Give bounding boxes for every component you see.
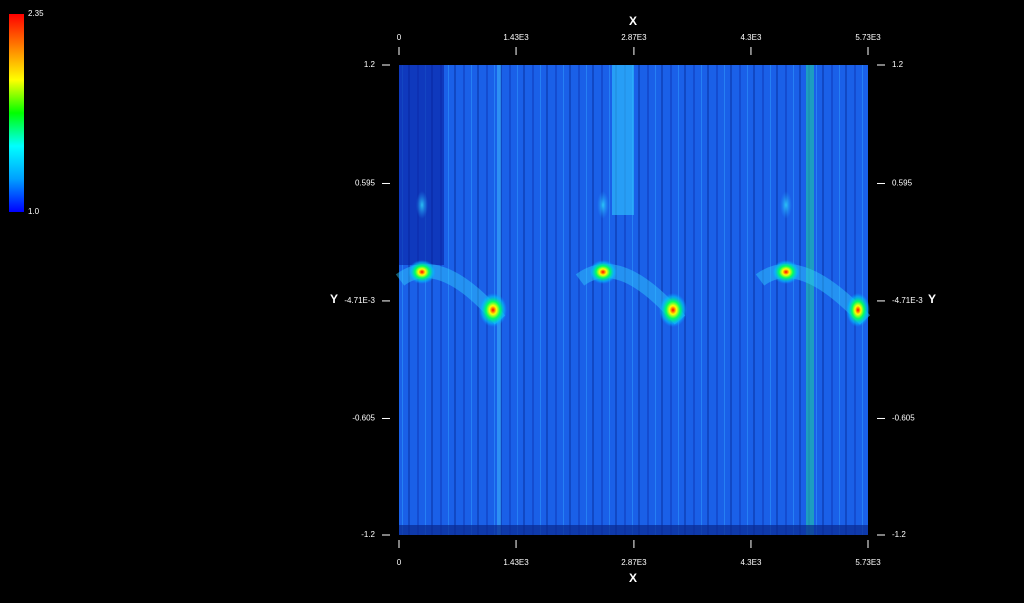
y-tick-label: -4.71E-3: [892, 296, 923, 305]
x-axis-title: X: [629, 571, 637, 585]
y-tick-label: -4.71E-3: [344, 296, 375, 305]
x-tick-label: 2.87E3: [621, 558, 647, 567]
x-tick-label: 4.3E3: [741, 33, 762, 42]
colorbar-label: 2.35: [28, 9, 44, 18]
x-tick-label: 1.43E3: [503, 33, 529, 42]
x-tick-label: 4.3E3: [741, 558, 762, 567]
y-tick-label: -0.605: [352, 414, 375, 423]
x-tick-label: 1.43E3: [503, 558, 529, 567]
y-axis-title: Y: [330, 292, 338, 306]
x-tick-label: 0: [397, 33, 402, 42]
y-axis-title: Y: [928, 292, 936, 306]
y-tick-label: 0.595: [355, 179, 376, 188]
y-tick-label: -0.605: [892, 414, 915, 423]
y-tick-label: 1.2: [364, 60, 376, 69]
x-axis-title: X: [629, 14, 637, 28]
y-tick-label: -1.2: [361, 530, 375, 539]
colorbar: [9, 14, 24, 212]
x-tick-label: 0: [397, 558, 402, 567]
x-tick-label: 5.73E3: [855, 33, 881, 42]
y-tick-label: 1.2: [892, 60, 904, 69]
x-tick-label: 5.73E3: [855, 558, 881, 567]
heatmap-image: [395, 65, 871, 535]
y-tick-label: -1.2: [892, 530, 906, 539]
y-tick-label: 0.595: [892, 179, 913, 188]
x-tick-label: 2.87E3: [621, 33, 647, 42]
colorbar-label: 1.0: [28, 207, 40, 216]
